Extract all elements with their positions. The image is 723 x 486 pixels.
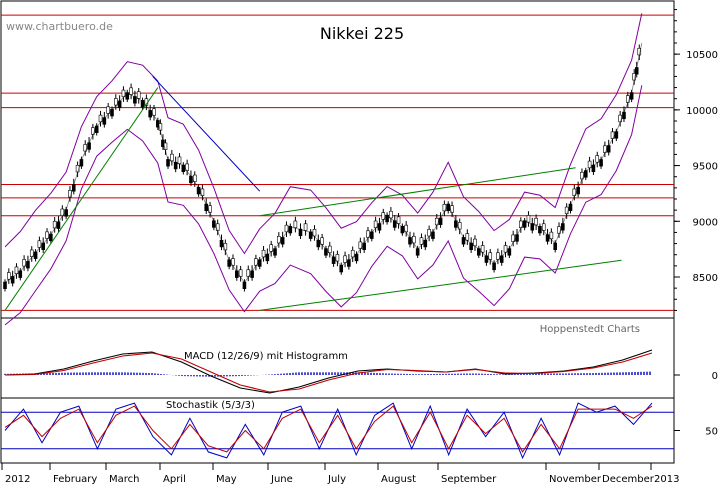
x-tick-label: July (327, 474, 346, 485)
x-tick-label: 2012 (5, 474, 30, 485)
candle-body (350, 249, 355, 258)
x-tick-label: November (549, 474, 602, 485)
candle-body (223, 242, 228, 251)
candle-body (3, 281, 7, 289)
price-panel (3, 13, 643, 326)
candle-body (215, 223, 220, 231)
x-tick-label: April (163, 474, 186, 485)
x-tick-label: February (53, 474, 97, 485)
candle-body (476, 248, 481, 256)
candle-body (591, 164, 596, 172)
candle-body (265, 253, 270, 262)
trendline-rise (4, 87, 159, 311)
stochastic-panel (1, 402, 674, 460)
candle-body (170, 153, 174, 162)
candle-body (496, 252, 500, 260)
stoch-y-tick-label: 50 (705, 427, 718, 438)
candle-body (473, 238, 477, 247)
candle-body (293, 220, 298, 228)
candle-body (129, 87, 133, 95)
bollinger-upper (4, 13, 643, 255)
macd-line-1 (4, 352, 653, 393)
candle-body (545, 234, 550, 242)
candle-body (396, 216, 401, 224)
x-tick-label: March (109, 474, 139, 485)
candle-body (269, 244, 273, 252)
candle-body (133, 96, 137, 104)
candle-body (114, 98, 118, 106)
candle-body (549, 231, 554, 240)
candle-body (308, 231, 313, 239)
candle-body (45, 231, 49, 239)
candle-body (177, 156, 182, 164)
candle-body (392, 220, 397, 228)
candle-body (125, 92, 130, 100)
y-tick-label: 10500 (686, 50, 718, 61)
candle-body (303, 223, 308, 231)
candle-body (530, 223, 535, 231)
candle-body (595, 155, 600, 163)
candle-body (538, 226, 542, 234)
candle-body (298, 228, 303, 237)
axes: 2012 February March April May June July August S… (1, 9, 718, 485)
candle-body (98, 114, 103, 123)
candle-body (385, 214, 389, 223)
stochastic-title: Stochastik (5/3/3) (166, 400, 255, 411)
candle-body (41, 242, 46, 250)
y-tick-label: 8500 (693, 273, 718, 284)
horizontal-levels (1, 14, 674, 311)
chart-title: Nikkei 225 (320, 24, 404, 43)
macd-y-tick-label: 0 (712, 371, 718, 382)
x-tick-label: December (602, 474, 655, 485)
candle-body (339, 264, 344, 273)
macd-panel (4, 349, 653, 394)
candle-body (541, 223, 546, 231)
candle-body (140, 100, 145, 108)
candle-body (7, 272, 11, 280)
bollinger-lower (4, 85, 643, 326)
candle-body (499, 255, 504, 263)
candle-body (110, 109, 114, 117)
y-tick-label: 9000 (693, 217, 718, 228)
candle-body (14, 266, 19, 274)
candle-body (106, 106, 110, 114)
credit-label: Hoppenstedt Charts (540, 324, 640, 335)
candle-body (526, 215, 531, 223)
x-tick-label: May (216, 474, 237, 485)
candle-body (587, 160, 592, 169)
candle-body (534, 217, 538, 226)
candle-body (503, 245, 508, 253)
trendline-down (152, 76, 261, 192)
y-tick-label: 9500 (693, 162, 718, 173)
candle-body (10, 276, 15, 284)
x-tick-label: August (381, 474, 416, 485)
trendline-channel-lower (259, 259, 622, 311)
price-line (4, 42, 643, 284)
candle-body (469, 242, 473, 250)
candle-body (37, 240, 42, 248)
trendline-channel-upper (259, 167, 576, 217)
candle-body (261, 249, 266, 258)
y-tick-label: 10000 (686, 106, 718, 117)
candle-body (465, 233, 470, 241)
x-tick-label: 2013 (654, 474, 679, 485)
candle-body (343, 255, 347, 263)
x-tick-label: September (441, 474, 497, 485)
candle-body (173, 161, 178, 170)
macd-title: MACD (12/26/9) mit Histogramm (184, 351, 348, 362)
candle-body (102, 117, 107, 125)
candle-body (389, 210, 393, 219)
candle-body (136, 91, 141, 99)
x-tick-label: June (270, 474, 293, 485)
stochastic-line-1 (4, 405, 653, 453)
watermark: www.chartbuero.de (6, 20, 113, 33)
candle-body (347, 259, 351, 267)
candle-body (626, 95, 630, 103)
